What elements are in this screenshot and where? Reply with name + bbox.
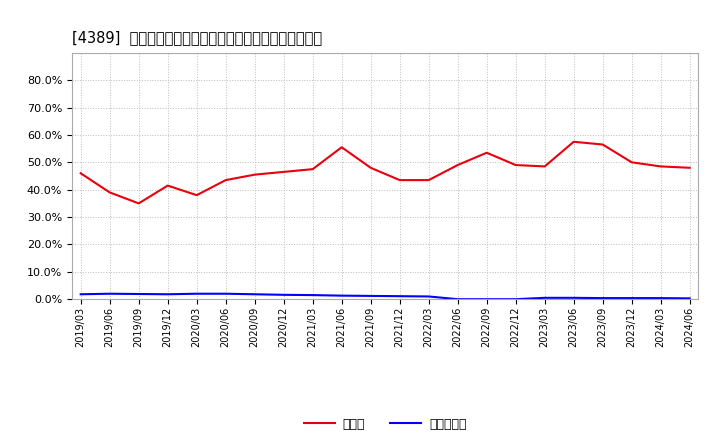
現顔金 xyxy=(308,166,317,172)
有利子負債 xyxy=(105,291,114,297)
有利子負債 xyxy=(482,297,491,302)
現顔金 xyxy=(221,177,230,183)
現顔金 xyxy=(598,142,607,147)
現顔金 xyxy=(105,190,114,195)
有利子負債 xyxy=(511,297,520,302)
現顔金 xyxy=(482,150,491,155)
有利子負債 xyxy=(685,296,694,301)
有利子負債 xyxy=(76,292,85,297)
有利子負債 xyxy=(338,293,346,298)
現顔金 xyxy=(135,201,143,206)
有利子負債 xyxy=(570,295,578,301)
有利子負債 xyxy=(541,295,549,301)
有利子負債 xyxy=(395,293,404,299)
有利子負債 xyxy=(308,293,317,298)
現顔金 xyxy=(395,177,404,183)
Line: 現顔金: 現顔金 xyxy=(81,142,690,203)
現顔金 xyxy=(76,171,85,176)
有利子負債 xyxy=(366,293,375,299)
現顔金 xyxy=(570,139,578,144)
現顔金 xyxy=(685,165,694,170)
有利子負債 xyxy=(251,292,259,297)
有利子負債 xyxy=(454,297,462,302)
有利子負債 xyxy=(163,292,172,297)
現顔金 xyxy=(424,177,433,183)
Text: [4389]  現顔金、有利子負債の総資産に対する比率の推移: [4389] 現顔金、有利子負債の総資産に対する比率の推移 xyxy=(72,29,322,45)
有利子負債 xyxy=(221,291,230,297)
現顔金 xyxy=(366,165,375,170)
有利子負債 xyxy=(627,296,636,301)
有利子負債 xyxy=(135,291,143,297)
Legend: 現顔金, 有利子負債: 現顔金, 有利子負債 xyxy=(299,413,472,436)
有利子負債 xyxy=(192,291,201,297)
現顔金 xyxy=(192,193,201,198)
現顔金 xyxy=(541,164,549,169)
有利子負債 xyxy=(279,292,288,297)
現顔金 xyxy=(338,145,346,150)
現顔金 xyxy=(251,172,259,177)
現顔金 xyxy=(511,162,520,168)
Line: 有利子負債: 有利子負債 xyxy=(81,294,690,299)
有利子負債 xyxy=(598,296,607,301)
現顔金 xyxy=(454,162,462,168)
現顔金 xyxy=(627,160,636,165)
現顔金 xyxy=(163,183,172,188)
有利子負債 xyxy=(424,294,433,299)
現顔金 xyxy=(279,169,288,175)
有利子負債 xyxy=(657,296,665,301)
現顔金 xyxy=(657,164,665,169)
